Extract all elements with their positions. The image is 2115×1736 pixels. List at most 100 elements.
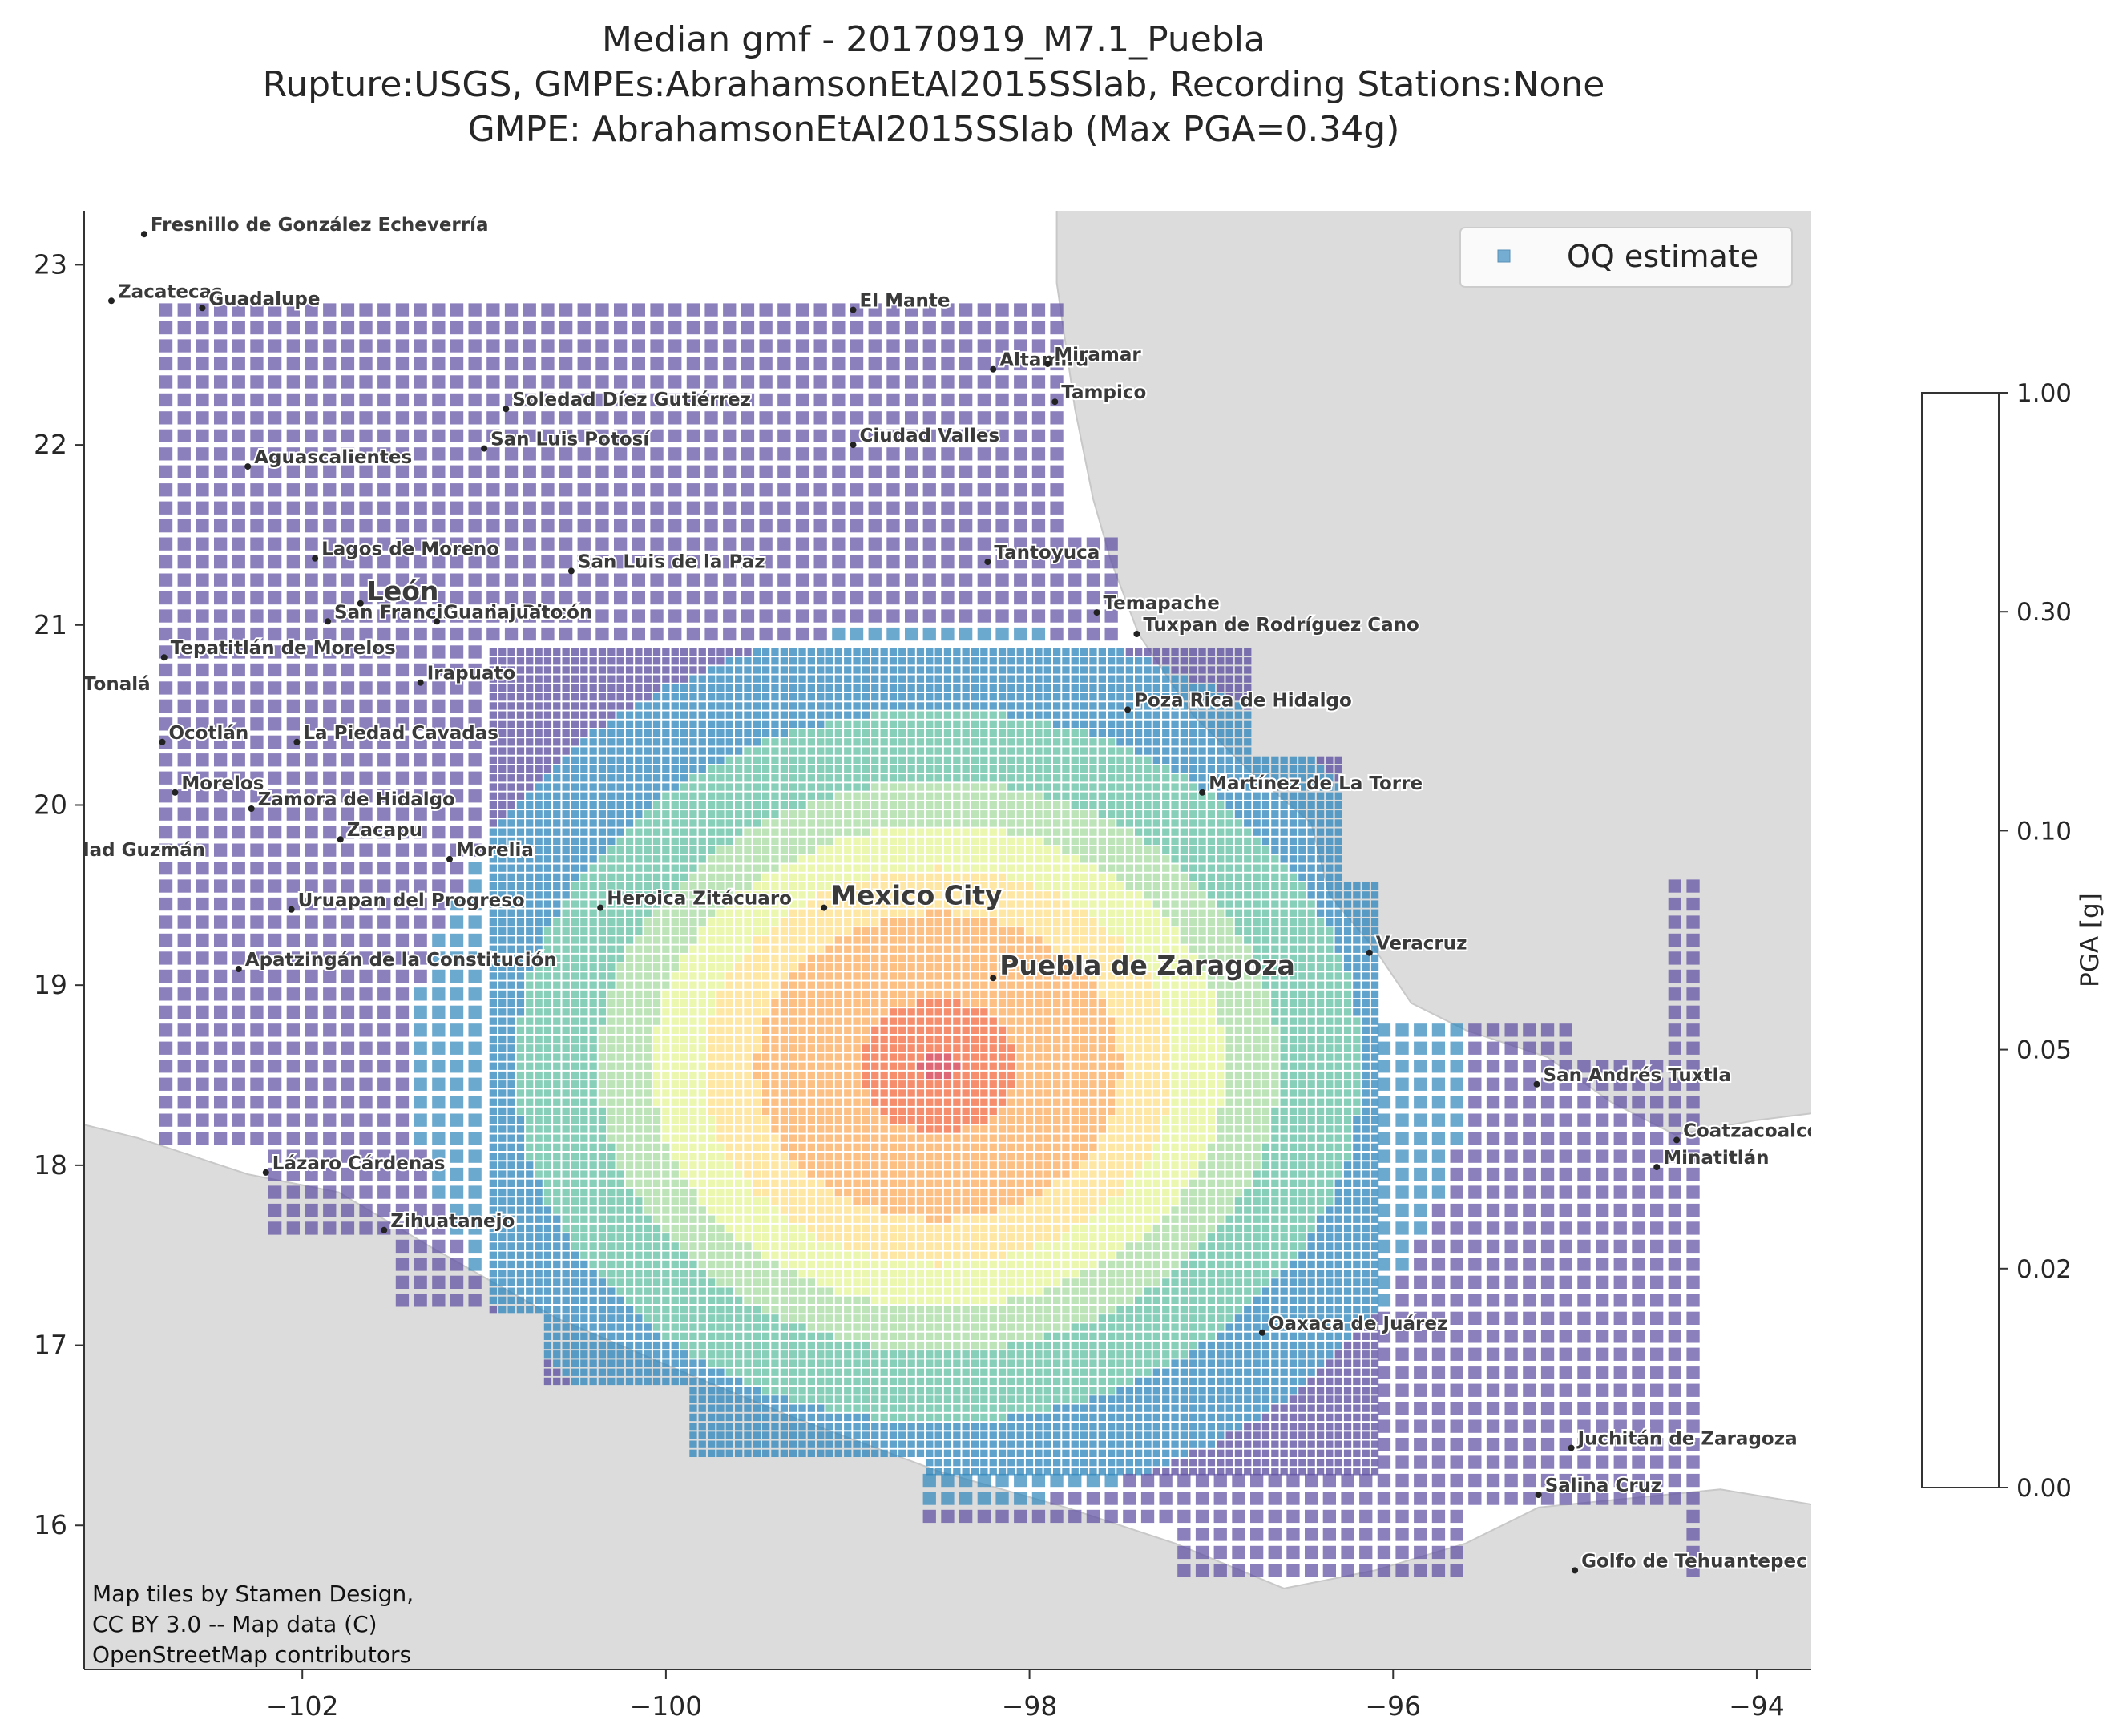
pga-cell	[1253, 828, 1261, 836]
pga-cell	[1125, 972, 1133, 980]
pga-cell	[250, 663, 264, 677]
pga-cell	[1198, 819, 1206, 827]
pga-cell	[553, 684, 561, 692]
pga-cell	[1253, 864, 1261, 872]
pga-cell	[1071, 693, 1079, 701]
pga-cell	[1171, 693, 1179, 701]
pga-cell	[813, 519, 827, 533]
pga-cell	[323, 321, 337, 335]
pga-cell	[926, 954, 934, 963]
pga-cell	[1016, 873, 1024, 881]
pga-cell	[589, 918, 597, 927]
pga-cell	[962, 819, 970, 827]
pga-cell	[1686, 915, 1700, 929]
pga-cell	[1016, 954, 1024, 963]
pga-cell	[753, 882, 761, 890]
pga-cell	[577, 375, 591, 389]
pga-cell	[1104, 555, 1118, 569]
pga-cell	[943, 882, 952, 890]
pga-cell	[771, 801, 779, 809]
pga-cell	[498, 900, 507, 908]
pga-cell	[735, 909, 743, 917]
pga-cell	[780, 819, 788, 827]
pga-cell	[1217, 648, 1225, 656]
pga-cell	[1180, 810, 1188, 818]
pga-cell	[725, 747, 733, 755]
pga-cell	[359, 573, 373, 587]
pga-cell	[1043, 720, 1051, 728]
pga-cell	[1217, 657, 1225, 665]
pga-cell	[541, 339, 555, 353]
pga-cell	[817, 792, 825, 800]
pga-cell	[1307, 864, 1315, 872]
pga-cell	[889, 936, 898, 944]
pga-cell	[934, 756, 942, 764]
pga-cell	[1025, 927, 1034, 935]
pga-cell	[762, 729, 770, 737]
pga-cell	[635, 882, 643, 890]
pga-cell	[1370, 891, 1379, 899]
pga-cell	[723, 375, 737, 389]
pga-cell	[516, 990, 525, 999]
pga-cell	[595, 375, 609, 389]
pga-cell	[1144, 828, 1152, 836]
pga-cell	[1043, 711, 1051, 719]
pga-cell	[516, 756, 525, 764]
pga-cell	[1207, 954, 1216, 963]
pga-cell	[1298, 963, 1306, 971]
pga-cell	[698, 819, 706, 827]
pga-cell	[762, 720, 770, 728]
pga-cell	[577, 555, 591, 569]
pga-cell	[359, 789, 373, 803]
pga-cell	[825, 981, 833, 989]
pga-cell	[926, 999, 934, 1007]
pga-cell	[1062, 972, 1070, 980]
pga-cell	[1007, 702, 1015, 710]
pga-cell	[1108, 882, 1116, 890]
pga-cell	[680, 801, 688, 809]
pga-cell	[625, 819, 634, 827]
pga-cell	[498, 756, 507, 764]
pga-cell	[1152, 783, 1160, 791]
pga-cell	[662, 774, 670, 782]
pga-cell	[989, 684, 997, 692]
pga-cell	[744, 792, 752, 800]
pga-cell	[1207, 981, 1216, 989]
pga-cell	[780, 666, 788, 674]
pga-cell	[871, 864, 879, 872]
pga-cell	[977, 627, 991, 641]
pga-cell	[1207, 900, 1216, 908]
pga-cell	[1171, 972, 1179, 980]
pga-cell	[635, 801, 643, 809]
pga-cell	[735, 918, 743, 927]
pga-cell	[844, 972, 852, 980]
pga-cell	[934, 702, 942, 710]
pga-cell	[671, 684, 679, 692]
pga-cell	[813, 375, 827, 389]
pga-cell	[807, 810, 815, 818]
pga-cell	[780, 846, 788, 854]
pga-cell	[543, 693, 552, 701]
pga-cell	[562, 846, 570, 854]
pga-cell	[1234, 738, 1243, 746]
pga-cell	[789, 936, 797, 944]
pga-cell	[571, 729, 579, 737]
pga-cell	[305, 447, 318, 461]
pga-cell	[516, 963, 525, 971]
pga-cell	[305, 807, 318, 821]
pga-cell	[744, 846, 752, 854]
pga-cell	[853, 693, 861, 701]
pga-cell	[1089, 774, 1097, 782]
pga-cell	[834, 765, 842, 773]
pga-cell	[953, 711, 961, 719]
pga-cell	[1062, 729, 1070, 737]
pga-cell	[922, 591, 936, 605]
pga-cell	[1053, 648, 1061, 656]
pga-cell	[1180, 792, 1188, 800]
pga-cell	[880, 990, 888, 999]
pga-cell	[1152, 792, 1160, 800]
pga-cell	[650, 429, 664, 442]
pga-cell	[813, 393, 827, 407]
pga-cell	[1080, 738, 1088, 746]
pga-cell	[1089, 684, 1097, 692]
